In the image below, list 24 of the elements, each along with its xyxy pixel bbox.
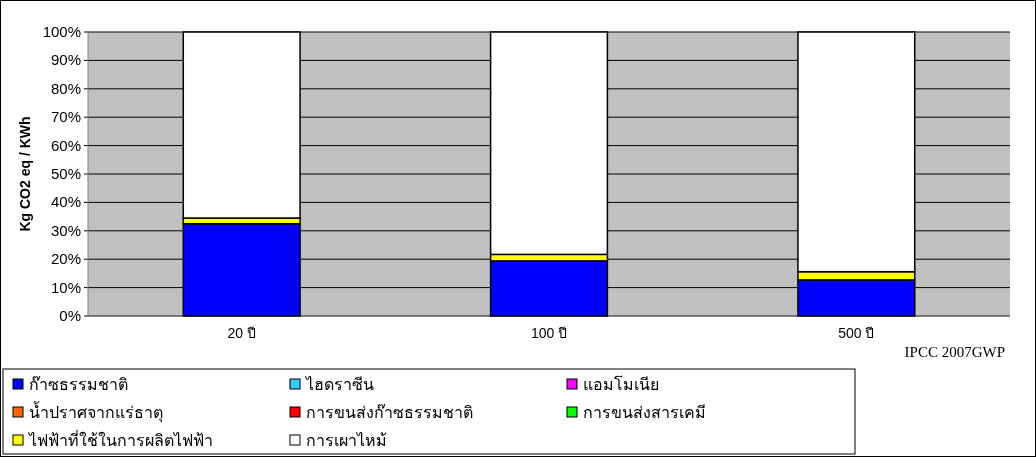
y-tick-label: 90% [50, 51, 81, 69]
y-tick-label: 100% [42, 23, 81, 40]
y-axis-title: Kg CO2 eq / KWh [17, 116, 33, 232]
y-tick-label: 40% [50, 193, 81, 211]
legend-label: แอมโมเนีย [583, 375, 659, 393]
legend-label: การขนส่งก๊าซธรรมชาติ [306, 403, 473, 421]
y-tick-label: 30% [50, 221, 81, 239]
text: IPCC 2007GWP [904, 344, 1005, 360]
x-tick-label: 20 ปี [227, 325, 256, 341]
y-tick-label: 50% [50, 165, 81, 182]
legend-label: ก๊าซธรรมชาติ [29, 375, 128, 393]
x-tick-label: 500 ปี [838, 325, 875, 341]
legend-label: ไฮดราซีน [304, 375, 374, 393]
y-tick-label: 60% [50, 136, 81, 154]
legend-label: น้ำปราศจากแร่ธาตุ [29, 401, 163, 423]
y-tick-label: 20% [50, 250, 81, 268]
y-tick-label: 0% [59, 307, 81, 324]
legend-label: การเผาไหม้ [306, 431, 387, 449]
y-tick-label: 10% [50, 278, 81, 296]
legend-label: การขนส่งสารเคมี [583, 404, 706, 421]
x-tick-label: 100 ปี [530, 325, 568, 341]
legend-label: ไฟฟ้าที่ใช้ในการผลิตไฟฟ้า [27, 429, 213, 449]
y-tick-label: 80% [50, 79, 81, 97]
y-tick-label: 70% [50, 108, 81, 126]
